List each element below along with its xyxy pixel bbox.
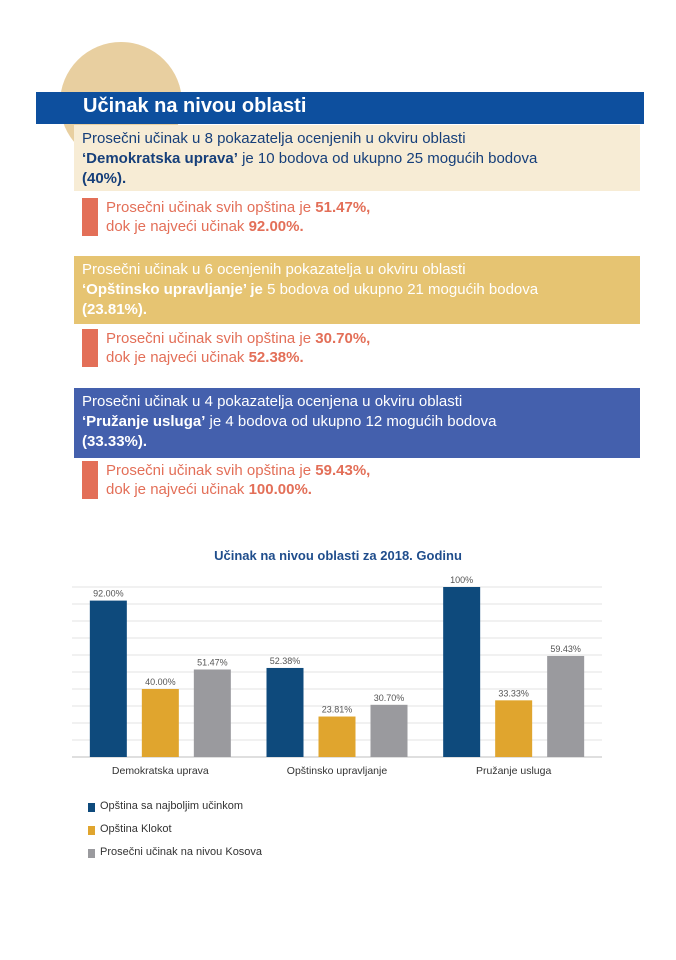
data-label: 40.00% bbox=[145, 677, 176, 687]
stat-marker bbox=[82, 198, 98, 236]
section-percent: (23.81%). bbox=[82, 301, 148, 318]
section-box-pruzanje: Prosečni učinak u 4 pokazatelja ocenjena… bbox=[74, 388, 640, 458]
title-bar: Učinak na nivou oblasti bbox=[36, 92, 644, 124]
stat-text: Prosečni učinak svih opština je 51.47%, … bbox=[106, 198, 526, 236]
legend-label: Opština sa najboljim učinkom bbox=[100, 800, 244, 812]
stat-max-prefix: dok je najveći učinak bbox=[106, 481, 249, 498]
stat-max-prefix: dok je najveći učinak bbox=[106, 349, 249, 366]
section-intro: Prosečni učinak u 8 pokazatelja ocenjeni… bbox=[82, 130, 466, 147]
category-label: Demokratska uprava bbox=[112, 765, 209, 777]
data-label: 92.00% bbox=[93, 589, 124, 599]
category-label: Opštinsko upravljanje bbox=[287, 765, 388, 777]
legend-label: Prosečni učinak na nivou Kosova bbox=[100, 846, 263, 858]
data-label: 100% bbox=[450, 575, 473, 585]
stat-avg-prefix: Prosečni učinak svih opština je bbox=[106, 462, 316, 479]
legend-swatch bbox=[88, 803, 95, 812]
section-name: ‘Opštinsko upravljanje’ je bbox=[82, 281, 263, 298]
bar-chart: 92.00% 40.00% 51.47% Demokratska uprava 52.3… bbox=[72, 575, 602, 777]
stat-text: Prosečni učinak svih opština je 59.43%, … bbox=[106, 461, 526, 499]
bar bbox=[266, 667, 304, 757]
section-points: je 10 bodova od ukupno 25 mogućih bodova bbox=[237, 150, 538, 167]
section-box-opstinsko: Prosečni učinak u 6 ocenjenih pokazatelj… bbox=[74, 256, 640, 324]
section-intro: Prosečni učinak u 4 pokazatelja ocenjena… bbox=[82, 393, 463, 410]
section-name: ‘Demokratska uprava’ bbox=[82, 150, 238, 167]
section-percent: (40%). bbox=[82, 170, 127, 187]
stat-avg-value: 51.47%, bbox=[315, 199, 371, 216]
chart-title: Učinak na nivou oblasti za 2018. Godinu bbox=[214, 548, 462, 563]
section-percent: (33.33%). bbox=[82, 433, 148, 450]
data-label: 33.33% bbox=[498, 688, 529, 698]
section-points: je 4 bodova od ukupno 12 mogućih bodova bbox=[205, 413, 497, 430]
stat-text: Prosečni učinak svih opština je 30.70%, … bbox=[106, 329, 526, 367]
stat-avg-value: 30.70%, bbox=[315, 330, 371, 347]
stat-max-value: 100.00%. bbox=[248, 481, 312, 498]
bar bbox=[141, 689, 179, 757]
stat-max-value: 92.00%. bbox=[248, 218, 304, 235]
data-label: 23.81% bbox=[322, 705, 353, 715]
bar bbox=[547, 655, 585, 757]
section-name: ‘Pružanje usluga’ bbox=[82, 413, 206, 430]
data-label: 59.43% bbox=[550, 644, 581, 654]
stat-avg-prefix: Prosečni učinak svih opština je bbox=[106, 330, 316, 347]
page-title: Učinak na nivou oblasti bbox=[83, 95, 307, 117]
section-box-demokratska: Prosečni učinak u 8 pokazatelja ocenjeni… bbox=[74, 125, 640, 191]
bar bbox=[370, 704, 408, 757]
bar bbox=[193, 669, 231, 757]
bar bbox=[495, 700, 533, 757]
stat-avg-value: 59.43%, bbox=[315, 462, 371, 479]
bar bbox=[443, 587, 481, 757]
legend-swatch bbox=[88, 849, 95, 858]
stat-max-value: 52.38%. bbox=[248, 349, 304, 366]
data-label: 30.70% bbox=[374, 693, 405, 703]
bar bbox=[89, 600, 127, 757]
stat-max-prefix: dok je najveći učinak bbox=[106, 218, 249, 235]
legend-label: Opština Klokot bbox=[100, 823, 172, 835]
data-label: 51.47% bbox=[197, 658, 228, 668]
section-points: 5 bodova od ukupno 21 mogućih bodova bbox=[262, 281, 539, 298]
stat-marker bbox=[82, 329, 98, 367]
legend-swatch bbox=[88, 826, 95, 835]
category-label: Pružanje usluga bbox=[476, 765, 551, 777]
stat-avg-prefix: Prosečni učinak svih opština je bbox=[106, 199, 316, 216]
stat-marker bbox=[82, 461, 98, 499]
data-label: 52.38% bbox=[270, 656, 301, 666]
bar bbox=[318, 716, 356, 757]
section-intro: Prosečni učinak u 6 ocenjenih pokazatelj… bbox=[82, 261, 466, 278]
